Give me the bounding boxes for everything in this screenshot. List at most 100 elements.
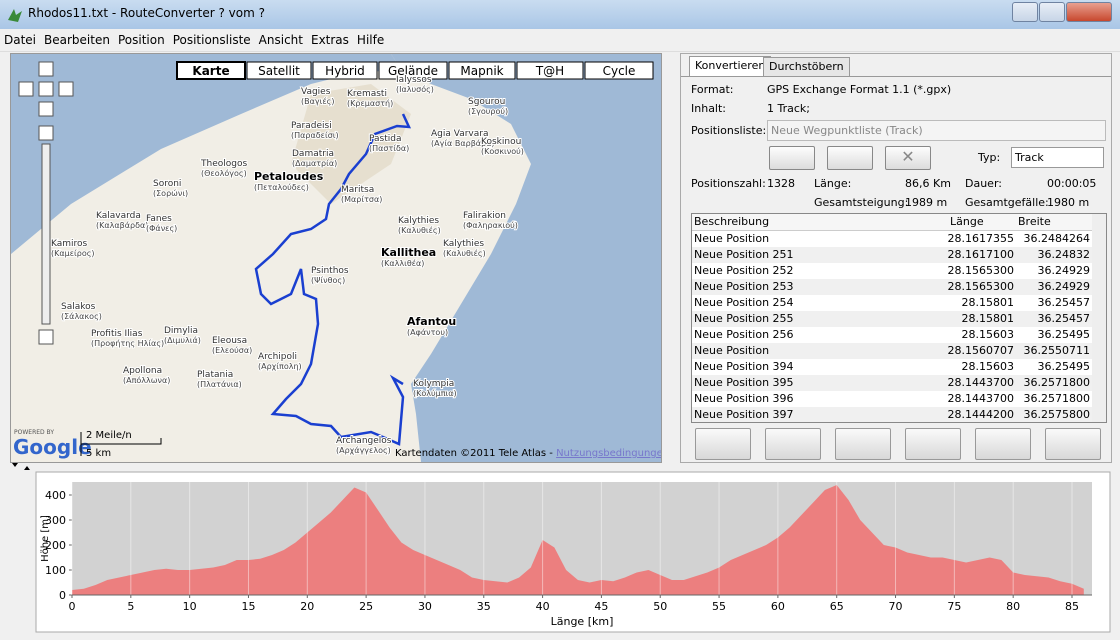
delete-button[interactable]: ✕ <box>885 146 931 170</box>
map-attribution: Kartendaten ©2011 Tele Atlas - Nutzungsb… <box>395 448 661 459</box>
zoom-in[interactable] <box>38 125 54 141</box>
table-cell: 28.1617100 <box>947 248 1014 261</box>
x-tick-label: 0 <box>69 600 76 613</box>
place-name-local: (Παστίδα) <box>369 144 409 153</box>
table-row[interactable]: Neue Position 396 28.1443700 36.2571800 <box>692 391 1092 407</box>
table-cell: 36.24929 <box>1037 280 1091 293</box>
place-name: Pastida <box>369 134 401 144</box>
zoom-out[interactable] <box>38 329 54 345</box>
terms-link[interactable]: Nutzungsbedingungen <box>556 448 661 459</box>
table-cell: Neue Position 255 <box>694 312 794 325</box>
table-row[interactable]: Neue Position 397 28.1444200 36.2575800 <box>692 407 1092 422</box>
minimize-button[interactable] <box>1012 2 1038 22</box>
place-name-local: (Φάνες) <box>146 224 177 233</box>
place-name: Maritsa <box>341 185 374 195</box>
table-cell: 36.25457 <box>1037 312 1091 325</box>
maximize-button[interactable] <box>1039 2 1065 22</box>
map-type-button[interactable] <box>584 61 654 80</box>
open-button[interactable] <box>769 146 815 170</box>
menu-item[interactable]: Position <box>117 33 165 47</box>
place-name: Salakos <box>61 302 96 312</box>
splitter-arrows[interactable] <box>10 462 40 472</box>
map-type-button[interactable] <box>448 61 516 80</box>
map-type-button[interactable] <box>246 61 312 80</box>
pan-right[interactable] <box>58 81 74 97</box>
field-label: Dauer: <box>965 177 1002 190</box>
column-header: Beschreibung <box>694 215 770 228</box>
table-row[interactable]: Neue Position 251 28.1617100 36.24832 <box>692 247 1092 263</box>
menu-item[interactable]: Hilfe <box>356 33 385 47</box>
place-name-local: (Σγουρού) <box>468 106 508 116</box>
pan-up[interactable] <box>38 61 54 77</box>
list-combobox[interactable]: Neue Wegpunktliste (Track) <box>767 120 1106 141</box>
map-type-label: Gelände <box>388 64 438 78</box>
table-row[interactable]: Neue Position 28.1617355 36.2484264 <box>692 231 1092 247</box>
table-cell: 36.2571800 <box>1023 392 1090 405</box>
place-name: Eleousa <box>212 336 247 346</box>
place-name-local: (Δαματρία) <box>292 159 337 168</box>
scrollbar[interactable] <box>1092 214 1106 422</box>
menu-item[interactable]: Extras <box>310 33 349 47</box>
field-value: 86,6 Km <box>905 177 951 190</box>
map-type-button[interactable] <box>516 61 584 80</box>
menu-item[interactable]: Datei <box>4 33 37 47</box>
pan-down[interactable] <box>38 101 54 117</box>
table-row[interactable]: Neue Position 255 28.15801 36.25457 <box>692 311 1092 327</box>
map-type-button[interactable] <box>176 61 246 80</box>
table-row[interactable]: Neue Position 253 28.1565300 36.24929 <box>692 279 1092 295</box>
table-cell: 28.15801 <box>961 312 1015 325</box>
place-name-local: (Αγία Βαρβάρα) <box>431 139 495 148</box>
place-name: Archangelos <box>336 436 392 446</box>
place-name-local: (Ψίνθος) <box>311 276 345 285</box>
table-row[interactable]: Neue Position 254 28.15801 36.25457 <box>692 295 1092 311</box>
move-up-button[interactable] <box>765 428 821 460</box>
table-cell: 28.1565300 <box>947 264 1014 277</box>
y-tick-label: 200 <box>45 539 66 552</box>
zoom-slider[interactable] <box>41 143 51 325</box>
route-track <box>254 113 412 446</box>
table-row[interactable]: Neue Position 394 28.15603 36.25495 <box>692 359 1092 375</box>
x-tick-label: 75 <box>947 600 961 613</box>
move-bottom-button[interactable] <box>1045 428 1101 460</box>
place-name-local: (Θεολόγος) <box>201 168 247 178</box>
place-name: Kalythies <box>443 239 484 249</box>
map-type-label: Hybrid <box>325 64 365 78</box>
close-button[interactable] <box>1066 2 1112 22</box>
table-row[interactable]: Neue Position 395 28.1443700 36.2571800 <box>692 375 1092 391</box>
delete-position-button[interactable] <box>905 428 961 460</box>
table-row[interactable]: Neue Position 28.1560707 36.2550711 <box>692 343 1092 359</box>
window-title: Rhodos11.txt - RouteConverter ? vom ? <box>28 6 265 20</box>
table-row[interactable]: Neue Position 256 28.15603 36.25495 <box>692 327 1092 343</box>
y-tick-label: 400 <box>45 489 66 502</box>
move-down-button[interactable] <box>975 428 1031 460</box>
menu-item[interactable]: Bearbeiten <box>44 33 110 47</box>
rename-button[interactable] <box>827 146 873 170</box>
field-value: GPS Exchange Format 1.1 (*.gpx) <box>767 83 952 96</box>
menu-item[interactable]: Positionsliste <box>172 33 251 47</box>
map-type-button[interactable] <box>312 61 378 80</box>
table-cell: Neue Position 254 <box>694 296 794 309</box>
type-combobox[interactable]: Track <box>1011 147 1104 168</box>
field-label: Typ: <box>978 151 1001 164</box>
place-name: Kamiros <box>51 239 88 249</box>
place-name: Kremasti <box>347 89 387 99</box>
table-cell: 36.25457 <box>1037 296 1091 309</box>
table-cell: Neue Position 397 <box>694 408 794 421</box>
table-row[interactable]: Neue Position 252 28.1565300 36.24929 <box>692 263 1092 279</box>
insert-button[interactable] <box>835 428 891 460</box>
tab[interactable]: Durchstöbern <box>763 57 850 76</box>
map-type-button[interactable] <box>378 61 448 80</box>
pan-left[interactable] <box>18 81 34 97</box>
place-name-local: (Αφάντου) <box>407 328 448 337</box>
move-top-button[interactable] <box>695 428 751 460</box>
place-name: Damatria <box>292 149 334 159</box>
table-cell: Neue Position 256 <box>694 328 794 341</box>
table-cell: Neue Position <box>694 232 770 245</box>
x-tick-label: 20 <box>300 600 314 613</box>
tab[interactable]: Konvertieren <box>689 56 772 76</box>
x-tick-label: 60 <box>771 600 785 613</box>
table-cell: Neue Position 251 <box>694 248 794 261</box>
menu-item[interactable]: Ansicht <box>258 33 303 47</box>
x-tick-label: 5 <box>127 600 134 613</box>
pan-center[interactable] <box>38 81 54 97</box>
